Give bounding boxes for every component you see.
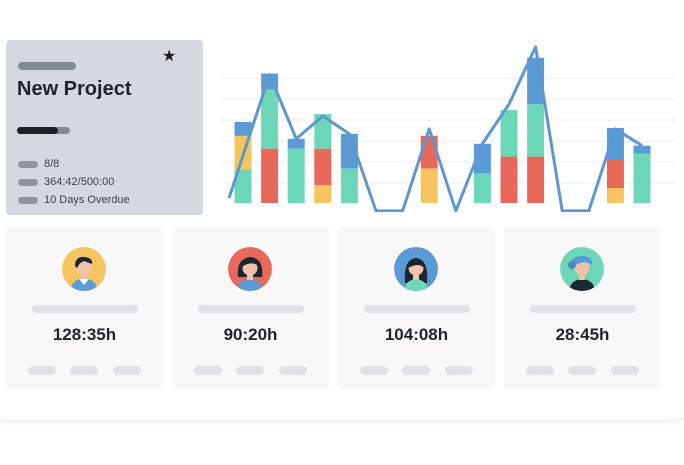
person-name-placeholder [32,305,138,313]
action-pill[interactable] [568,366,596,375]
action-pill[interactable] [445,366,473,375]
person-hours: 28:45h [555,325,610,344]
bar-segment [633,153,651,203]
action-pill[interactable] [360,366,388,375]
time-chart [220,45,677,212]
project-progress-fill [17,127,59,134]
action-pill[interactable] [279,366,307,375]
bar-segment [606,188,624,203]
stat-due-text: 10 Days Overdue [44,194,130,206]
person-hours: 104:08h [384,325,449,344]
clock-icon [18,178,38,186]
bar-segment [234,121,252,136]
person-card-4[interactable]: 28:45h [504,227,661,389]
bar-segment [420,135,438,169]
trend-line [227,45,643,212]
bar-segment [314,148,332,186]
bar-segment [527,104,545,157]
avatar [394,247,438,291]
bar-segment [234,169,252,203]
bar-segment [500,156,518,203]
bar-segment [314,185,332,203]
person-card-1[interactable]: 128:35h [6,227,163,389]
person-hours: 90:20h [223,325,278,344]
bar-segment [500,110,518,157]
person-name-placeholder [530,305,636,313]
bar-segment [527,156,545,203]
bar-segment [473,173,491,203]
tasks-icon [18,160,38,168]
avatar [62,247,106,291]
bar-segment [261,148,279,203]
action-pill[interactable] [194,366,222,375]
bar-segment [287,138,305,149]
bar-segment [420,168,438,203]
bar-segment [340,168,358,203]
project-title: New Project [17,78,132,100]
calendar-icon [18,196,38,204]
stat-time-text: 364:42/500:00 [44,176,115,188]
dashboard-panel: ★ New Project 8/8 364:42/500:00 10 Days … [0,40,684,421]
avatar [560,247,604,291]
bar-segment [606,159,624,189]
star-icon[interactable]: ★ [162,48,177,65]
project-progress-bar [17,127,70,134]
bar-segment [261,89,279,149]
action-pill[interactable] [611,366,639,375]
bar-segment [633,145,651,154]
bar-segment [606,127,624,160]
stat-tasks: 8/8 [18,157,59,171]
action-pill[interactable] [236,366,264,375]
action-pill[interactable] [526,366,554,375]
person-name-placeholder [198,305,304,313]
person-hours: 128:35h [52,325,117,344]
person-card-3[interactable]: 104:08h [338,227,495,389]
stat-time: 364:42/500:00 [18,175,114,189]
bar-segment [287,148,305,203]
project-subtitle-placeholder [18,62,76,70]
stat-tasks-text: 8/8 [44,158,60,170]
action-pill[interactable] [70,366,98,375]
action-pill[interactable] [113,366,141,375]
action-pill[interactable] [28,366,56,375]
bar-segment [314,114,332,149]
action-pill[interactable] [402,366,430,375]
stat-due: 10 Days Overdue [18,193,130,207]
person-card-2[interactable]: 90:20h [172,227,329,389]
person-name-placeholder [364,305,470,313]
project-card[interactable]: ★ New Project 8/8 364:42/500:00 10 Days … [6,40,203,215]
avatar [228,247,272,291]
